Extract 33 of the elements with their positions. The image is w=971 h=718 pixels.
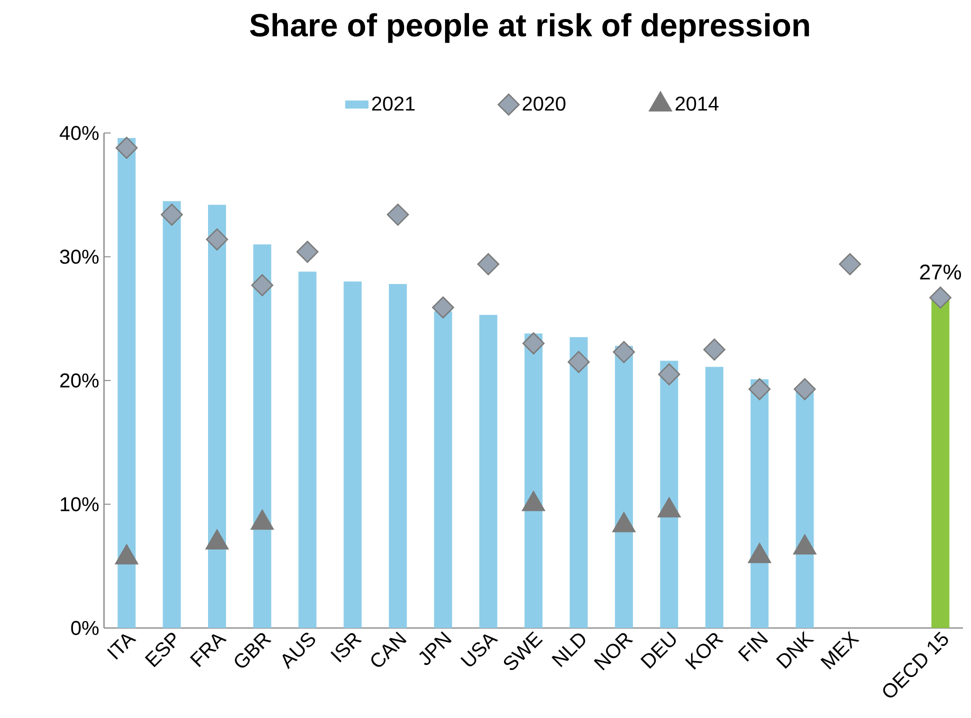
bar [614,346,633,628]
bar [388,284,407,628]
x-tick-label: JPN [419,631,452,666]
x-tick-label: USA [460,634,498,666]
y-tick-label: 0% [71,620,99,636]
y-tick-label: 10% [60,497,99,512]
bar [208,204,226,628]
x-tick-label: NLD [552,634,586,668]
bar [344,282,362,628]
bar [931,298,950,628]
x-tick-label: ITA [106,634,136,660]
y-tick-label: 20% [60,373,99,388]
bar [162,201,181,628]
bar [570,337,588,628]
bar [705,366,724,628]
bar [524,333,543,628]
legend-label: 2020 [522,96,566,111]
legend-label: 2014 [676,96,719,111]
y-tick-label: 30% [60,250,99,264]
bar [660,360,678,628]
legend-label: 2021 [372,96,415,111]
x-tick-label: FIN [738,631,768,662]
bar [253,244,272,628]
y-tick-label: 40% [60,126,99,140]
bar [796,392,814,628]
bar [298,272,316,628]
chart-title: Share of people at risk of depression [250,13,809,43]
bar [434,311,452,628]
bar [479,314,498,628]
x-tick-label: ISR [330,633,362,662]
x-tick-label: FRA [190,634,227,668]
bar [118,138,136,628]
data-label: 27% [920,264,961,280]
